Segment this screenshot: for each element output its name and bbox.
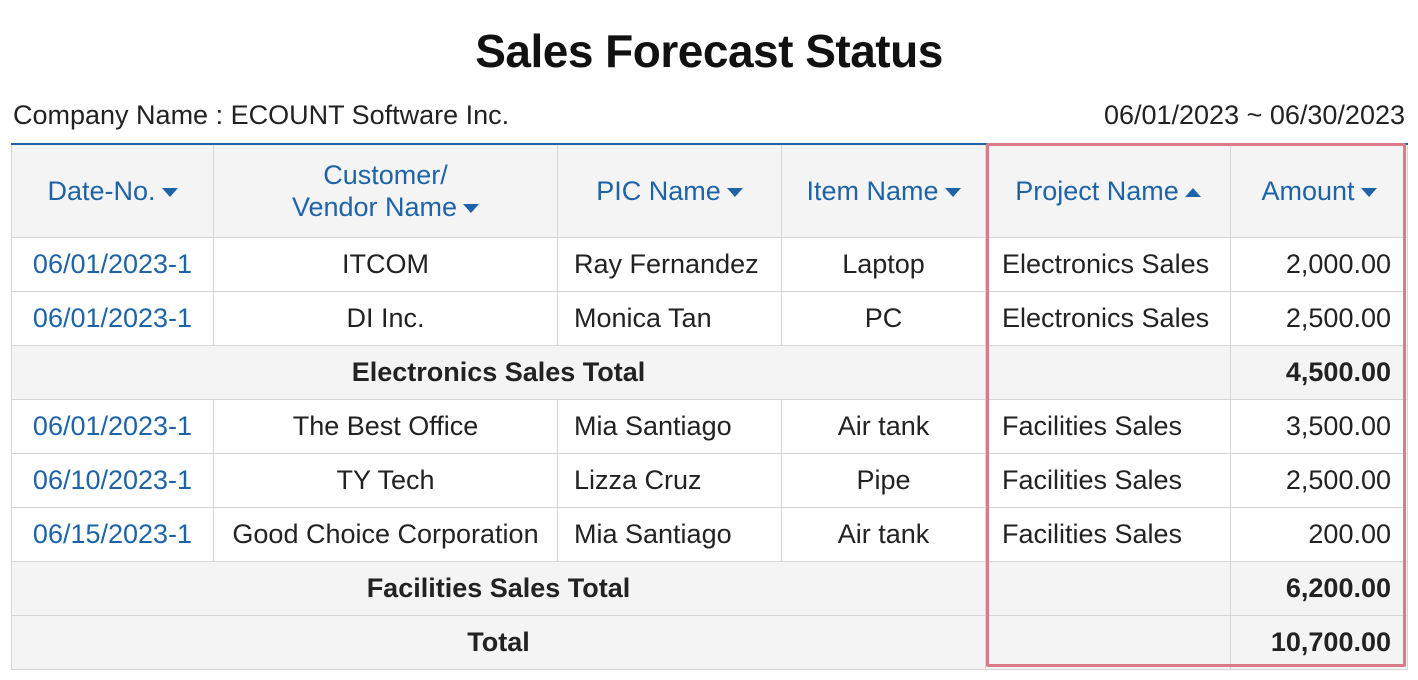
date-no-link[interactable]: 06/01/2023-1 [11, 236, 214, 292]
column-header-amount[interactable]: Amount [1230, 143, 1408, 238]
column-header-label: PIC Name [596, 175, 721, 206]
down-caret-icon[interactable] [161, 188, 178, 198]
column-header-label: Vendor Name [291, 191, 458, 222]
grand-total-amount: 10,700.00 [1230, 614, 1408, 670]
subtotal-row: Facilities Sales Total 6,200.00 [11, 560, 1408, 616]
pic-cell: Lizza Cruz [557, 452, 782, 508]
project-cell: Electronics Sales [985, 236, 1231, 292]
column-header-pic-name[interactable]: PIC Name [557, 143, 782, 238]
column-header-item-name[interactable]: Item Name [781, 143, 986, 238]
grand-total-row: Total 10,700.00 [11, 614, 1408, 670]
date-no-link[interactable]: 06/01/2023-1 [11, 290, 214, 346]
grand-total-label: Total [11, 614, 986, 670]
pic-cell: Monica Tan [557, 290, 782, 346]
item-cell: Laptop [781, 236, 986, 292]
item-cell: PC [781, 290, 986, 346]
pic-cell: Mia Santiago [557, 398, 782, 454]
subtotal-project-cell [985, 560, 1231, 616]
pic-cell: Mia Santiago [557, 506, 782, 562]
customer-cell: Good Choice Corporation [213, 506, 558, 562]
table-row: 06/01/2023-1 ITCOM Ray Fernandez Laptop … [11, 236, 1408, 292]
table-header-row: Date-No. Customer/ Vendor Name PIC Name … [11, 143, 1408, 238]
grand-total-project-cell [985, 614, 1231, 670]
subtotal-amount: 4,500.00 [1230, 344, 1408, 400]
amount-cell: 3,500.00 [1230, 398, 1408, 454]
customer-cell: The Best Office [213, 398, 558, 454]
pic-cell: Ray Fernandez [557, 236, 782, 292]
date-no-link[interactable]: 06/10/2023-1 [11, 452, 214, 508]
down-caret-icon[interactable] [463, 204, 480, 214]
table-row: 06/01/2023-1 DI Inc. Monica Tan PC Elect… [11, 290, 1408, 346]
project-cell: Facilities Sales [985, 398, 1231, 454]
project-cell: Facilities Sales [985, 452, 1231, 508]
up-caret-icon[interactable] [1184, 188, 1201, 198]
table-row: 06/15/2023-1 Good Choice Corporation Mia… [11, 506, 1408, 562]
date-no-link[interactable]: 06/01/2023-1 [11, 398, 214, 454]
report-period: 06/01/2023 ~ 06/30/2023 [1103, 100, 1405, 130]
report-title: Sales Forecast Status [475, 25, 943, 77]
sales-forecast-table: Date-No. Customer/ Vendor Name PIC Name … [11, 143, 1408, 670]
amount-cell: 200.00 [1230, 506, 1408, 562]
subtotal-label: Electronics Sales Total [11, 344, 986, 400]
subtotal-label: Facilities Sales Total [11, 560, 986, 616]
project-cell: Facilities Sales [985, 506, 1231, 562]
table-row: 06/01/2023-1 The Best Office Mia Santiag… [11, 398, 1408, 454]
column-header-date-no[interactable]: Date-No. [11, 143, 214, 238]
amount-cell: 2,500.00 [1230, 452, 1408, 508]
customer-cell: ITCOM [213, 236, 558, 292]
customer-cell: DI Inc. [213, 290, 558, 346]
subtotal-project-cell [985, 344, 1231, 400]
item-cell: Air tank [781, 506, 986, 562]
column-header-label: Date-No. [47, 175, 156, 206]
company-name: Company Name : ECOUNT Software Inc. [13, 100, 510, 130]
customer-cell: TY Tech [213, 452, 558, 508]
column-header-label: Item Name [806, 175, 939, 206]
column-header-label: Customer/ [323, 159, 448, 190]
column-header-label: Amount [1261, 175, 1355, 206]
subtotal-row: Electronics Sales Total 4,500.00 [11, 344, 1408, 400]
item-cell: Air tank [781, 398, 986, 454]
amount-cell: 2,000.00 [1230, 236, 1408, 292]
down-caret-icon[interactable] [1360, 188, 1377, 198]
column-header-customer-vendor[interactable]: Customer/ Vendor Name [213, 143, 558, 238]
column-header-project-name[interactable]: Project Name [985, 143, 1231, 238]
down-caret-icon[interactable] [726, 188, 743, 198]
column-header-label: Project Name [1015, 175, 1179, 206]
subtotal-amount: 6,200.00 [1230, 560, 1408, 616]
item-cell: Pipe [781, 452, 986, 508]
down-caret-icon[interactable] [944, 188, 961, 198]
project-cell: Electronics Sales [985, 290, 1231, 346]
table-row: 06/10/2023-1 TY Tech Lizza Cruz Pipe Fac… [11, 452, 1408, 508]
amount-cell: 2,500.00 [1230, 290, 1408, 346]
date-no-link[interactable]: 06/15/2023-1 [11, 506, 214, 562]
